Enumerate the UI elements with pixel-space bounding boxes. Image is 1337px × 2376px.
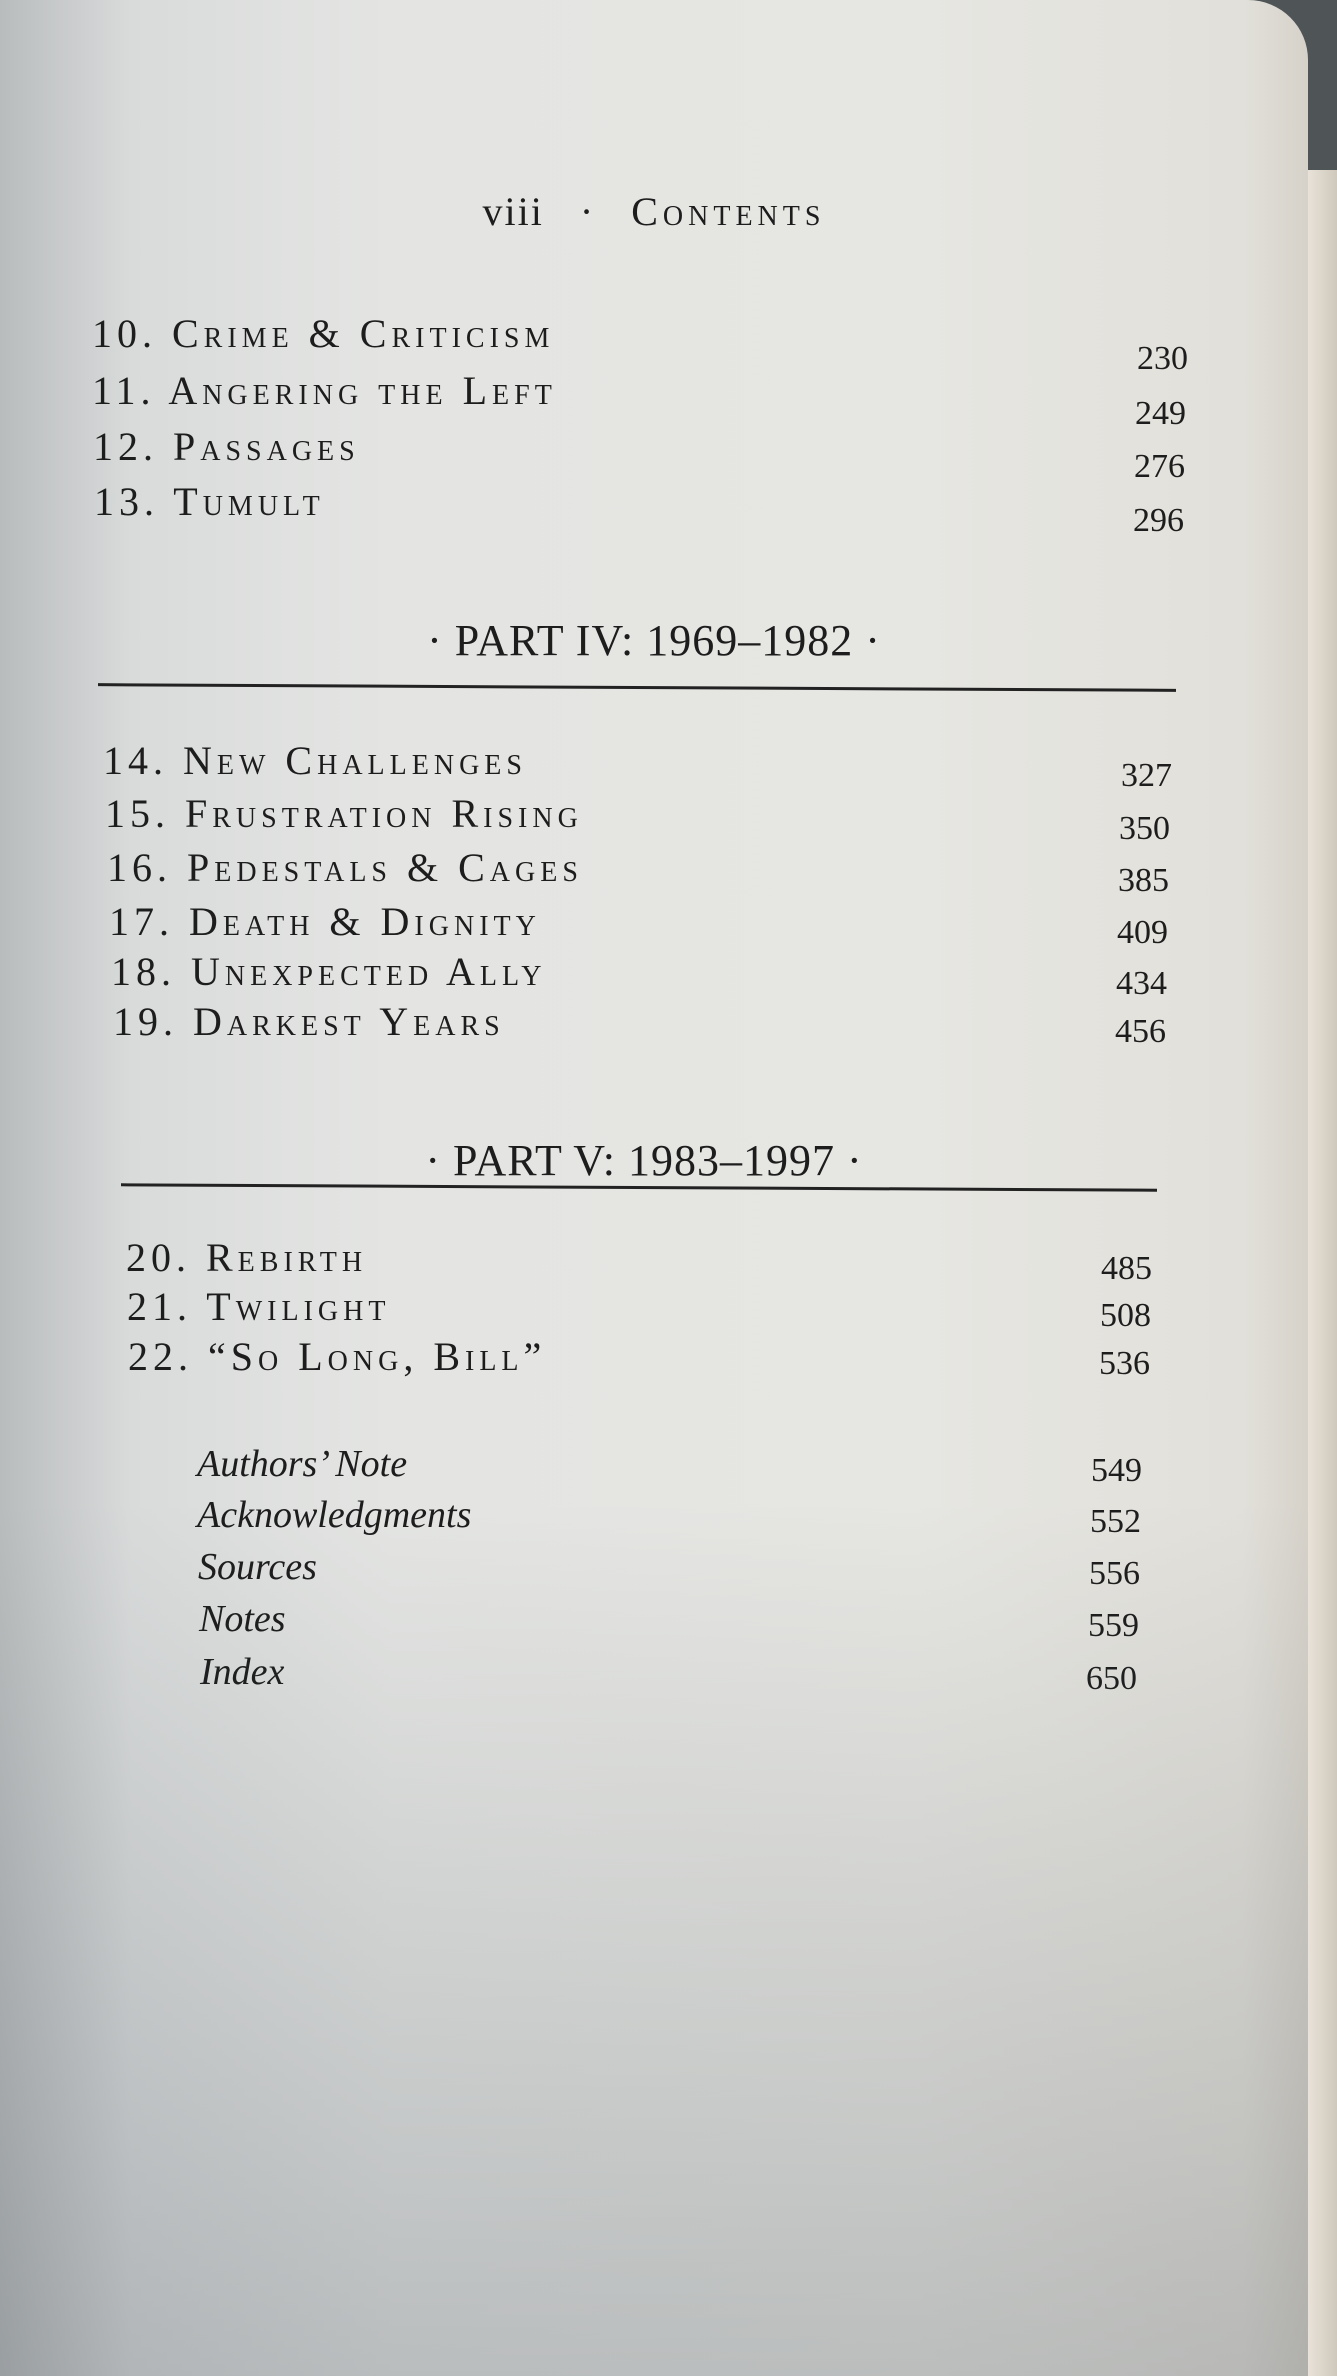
toc-entry: 21. Twilight	[127, 1284, 391, 1329]
toc-page: 559	[1088, 1607, 1139, 1644]
toc-entry: 15. Frustration Rising	[105, 791, 583, 836]
toc-page: 350	[1119, 810, 1170, 847]
toc-page: 409	[1117, 914, 1168, 951]
toc-page: 276	[1134, 448, 1185, 485]
back-matter-entry: Notes	[199, 1598, 286, 1640]
toc-page: 552	[1090, 1503, 1141, 1540]
toc-entry: 20. Rebirth	[126, 1235, 368, 1280]
toc-entry: 18. Unexpected Ally	[111, 949, 547, 994]
back-matter-entry: Authors’ Note	[197, 1443, 408, 1485]
back-matter-entry: Acknowledgments	[197, 1494, 472, 1536]
page-edge	[1308, 170, 1337, 2376]
toc-page: 434	[1116, 965, 1167, 1002]
toc-page: 456	[1115, 1013, 1166, 1050]
toc-page: 249	[1135, 395, 1186, 432]
toc-page: 549	[1091, 1452, 1142, 1489]
header-page-number: viii	[482, 189, 544, 234]
toc-page: 485	[1101, 1250, 1152, 1287]
toc-entry: 11. Angering the Left	[92, 368, 557, 413]
toc-entry: 13. Tumult	[94, 479, 325, 524]
toc-entry: 22. “So Long, Bill”	[128, 1334, 547, 1379]
toc-page: 296	[1133, 502, 1184, 539]
header-title: Contents	[631, 189, 826, 234]
toc-page: 508	[1100, 1297, 1151, 1334]
toc-entry: 17. Death & Dignity	[109, 899, 541, 944]
toc-entry: 16. Pedestals & Cages	[107, 845, 583, 890]
toc-entry: 12. Passages	[93, 424, 360, 469]
running-header: viii · Contents	[0, 188, 1308, 235]
toc-page: 230	[1137, 340, 1188, 377]
toc-page: 650	[1086, 1660, 1137, 1697]
header-separator: ·	[579, 189, 596, 234]
toc-entry: 19. Darkest Years	[113, 999, 505, 1044]
toc-page: 536	[1099, 1345, 1150, 1382]
back-matter-entry: Sources	[198, 1546, 317, 1588]
toc-page: 385	[1118, 862, 1169, 899]
toc-page: 327	[1121, 757, 1172, 794]
part-heading: · PART V: 1983–1997 ·	[425, 1136, 863, 1185]
back-matter-entry: Index	[200, 1651, 285, 1693]
toc-entry: 10. Crime & Criticism	[92, 311, 555, 356]
toc-page: 556	[1089, 1555, 1140, 1592]
part-heading: · PART IV: 1969–1982 ·	[427, 616, 881, 665]
toc-entry: 14. New Challenges	[103, 738, 527, 783]
